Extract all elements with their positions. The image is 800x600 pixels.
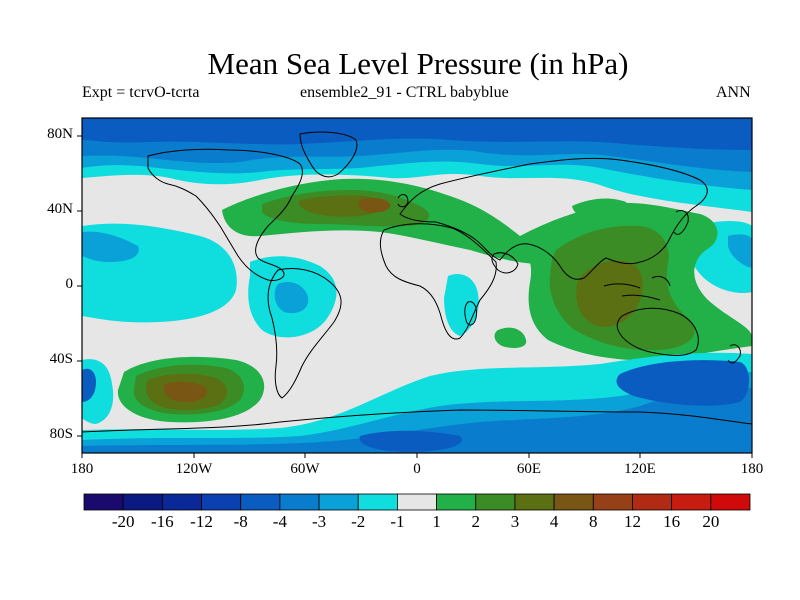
lat-label-0: 0 <box>65 276 74 292</box>
colorbar-swatch <box>710 493 751 511</box>
lat-label-80s: 80S <box>49 426 73 442</box>
coast-africa <box>379 223 497 340</box>
field-indopac-pos3 <box>576 260 643 327</box>
lat-label-40n: 40N <box>47 201 73 217</box>
colorbar-label: 8 <box>589 512 598 531</box>
coast-arabia <box>491 252 519 274</box>
colorbar-swatch <box>553 493 594 511</box>
colorbar-swatch <box>397 493 437 511</box>
colorbar-swatch <box>514 493 555 511</box>
season-label: ANN <box>716 84 751 101</box>
coast-new-zealand <box>727 344 741 364</box>
coast-indonesia <box>603 275 671 301</box>
lat-label-40s: 40S <box>49 351 73 367</box>
colorbar-label: -2 <box>351 512 366 531</box>
coastlines <box>82 131 752 433</box>
coast-madagascar <box>464 301 477 326</box>
contour-field <box>82 118 752 453</box>
field-south-neg4 <box>616 360 749 406</box>
field-north-pos4 <box>358 197 391 213</box>
colorbar-label: -20 <box>111 512 135 531</box>
colorbar-swatch <box>240 493 281 511</box>
field-tropic-east-2 <box>728 234 752 268</box>
colorbar-label: 2 <box>471 512 481 531</box>
field-sam-cyan-2 <box>274 281 309 314</box>
field-north-neg4 <box>82 118 752 150</box>
coast-australia <box>616 307 699 356</box>
colorbar-label: 16 <box>663 512 681 531</box>
colorbar-label: -16 <box>151 512 174 531</box>
lon-label-0: 0 <box>413 461 421 477</box>
colorbar-swatch <box>592 493 633 511</box>
colorbar-label: 1 <box>432 512 441 531</box>
lon-label-60e: 60E <box>516 461 542 477</box>
colorbar-swatch <box>475 493 516 511</box>
lon-label-180e: 180 <box>740 461 764 477</box>
colorbar-swatch <box>632 493 673 511</box>
coast-north-america <box>147 148 303 281</box>
field-indopac-pos1b <box>494 327 527 348</box>
colorbar-swatch <box>279 493 320 511</box>
lat-label-80n: 80N <box>47 126 73 142</box>
lon-label-120e: 120E <box>624 461 656 477</box>
lat-ticks <box>77 135 82 437</box>
coast-greenland <box>299 131 358 178</box>
colorbar-swatch <box>83 493 124 511</box>
colorbar-label: -3 <box>311 512 327 531</box>
colorbar-label: -4 <box>272 512 287 531</box>
colorbar-label: 4 <box>549 512 559 531</box>
lon-label-60w: 60W <box>290 461 320 477</box>
colorbar-swatch <box>122 493 163 511</box>
coast-antarctica <box>82 409 752 433</box>
coast-south-america <box>267 268 342 399</box>
lon-label-180w: 180 <box>70 461 94 477</box>
colorbar-label: -1 <box>390 512 405 531</box>
field-south-neg4b <box>82 368 96 402</box>
lon-ticks <box>81 453 753 458</box>
map-title: Mean Sea Level Pressure (in hPa) <box>207 46 629 81</box>
field-npac-pos1 <box>572 198 628 222</box>
colorbar-swatch <box>436 493 477 511</box>
colorbar-label: 20 <box>702 512 720 531</box>
colorbar-label: -8 <box>233 512 248 531</box>
colorbar <box>83 493 751 511</box>
colorbar-swatch <box>318 493 359 511</box>
coast-eurasia <box>399 157 708 280</box>
lon-label-120w: 120W <box>175 461 213 477</box>
field-antarctic-neg <box>359 430 462 452</box>
ensemble-label: ensemble2_91 - CTRL babyblue <box>300 84 509 101</box>
field-spac-pos4 <box>163 381 207 402</box>
field-tropic-west-2 <box>82 231 139 262</box>
experiment-label: Expt = tcrvO-tcrta <box>82 84 200 101</box>
coast-uk <box>397 194 409 208</box>
colorbar-swatch <box>201 493 242 511</box>
colorbar-label: 3 <box>510 512 520 531</box>
colorbar-swatch <box>161 493 202 511</box>
colorbar-swatch <box>357 493 398 511</box>
colorbar-label: 12 <box>623 512 641 531</box>
field-south-neg3 <box>82 387 752 453</box>
colorbar-label: -12 <box>190 512 213 531</box>
coast-japan <box>673 209 689 235</box>
colorbar-swatch <box>671 493 712 511</box>
